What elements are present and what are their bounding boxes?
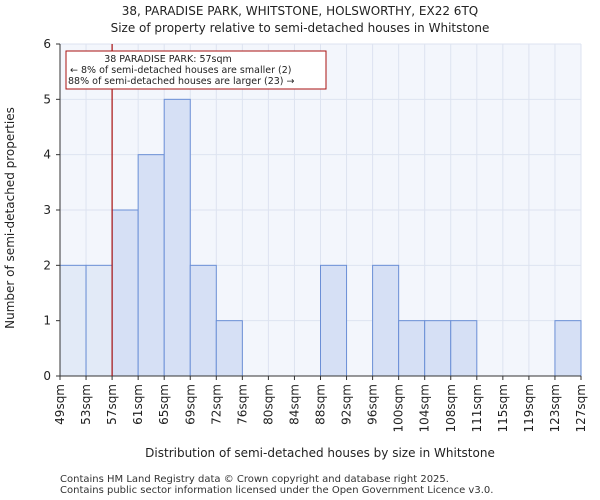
histogram-bar <box>59 264 87 377</box>
x-tick-label: 80sqm <box>261 384 275 425</box>
histogram-bar <box>320 264 348 377</box>
x-tick-label: 69sqm <box>183 384 197 425</box>
y-tick-label: 2 <box>43 258 51 272</box>
x-tick-label: 65sqm <box>157 384 171 425</box>
x-tick-label: 111sqm <box>470 384 484 432</box>
x-tick-label: 123sqm <box>548 384 562 432</box>
chart-title: 38, PARADISE PARK, WHITSTONE, HOLSWORTHY… <box>121 4 479 18</box>
annotation-box <box>65 50 327 90</box>
y-axis-label: Number of semi-detached properties <box>3 107 17 329</box>
x-tick-label: 108sqm <box>444 384 458 432</box>
y-tick-label: 4 <box>43 148 51 162</box>
x-tick-label: 104sqm <box>418 384 432 432</box>
histogram-bar <box>372 264 400 377</box>
histogram-bar <box>85 264 113 377</box>
x-axis-label: Distribution of semi-detached houses by … <box>145 446 495 460</box>
histogram-bar <box>554 320 582 377</box>
x-tick-label: 96sqm <box>366 384 380 425</box>
x-tick-label: 72sqm <box>209 384 223 425</box>
chart-subtitle: Size of property relative to semi-detach… <box>110 21 490 35</box>
x-tick-label: 127sqm <box>574 384 588 432</box>
x-tick-label: 84sqm <box>287 384 301 425</box>
histogram-bar <box>215 320 243 377</box>
x-tick-label: 49sqm <box>53 384 67 425</box>
histogram-bar <box>189 264 217 377</box>
histogram-bar <box>137 154 165 377</box>
footer-credit-line-2: Contains public sector information licen… <box>60 485 494 496</box>
x-tick-label: 76sqm <box>235 384 249 425</box>
x-tick-label: 115sqm <box>496 384 510 432</box>
annotation-larger: 88% of semi-detached houses are larger (… <box>68 76 295 87</box>
x-tick-label: 88sqm <box>314 384 328 425</box>
x-tick-label: 61sqm <box>131 384 145 425</box>
annotation-title: 38 PARADISE PARK: 57sqm <box>104 54 232 65</box>
x-tick-label: 57sqm <box>105 384 119 425</box>
histogram-bar <box>398 320 426 377</box>
histogram-bar <box>424 320 452 377</box>
annotation-smaller: ← 8% of semi-detached houses are smaller… <box>70 65 291 76</box>
x-tick-label: 92sqm <box>340 384 354 425</box>
y-tick-label: 6 <box>43 37 51 51</box>
histogram-bar <box>111 209 139 377</box>
footer-credit-line-1: Contains HM Land Registry data © Crown c… <box>60 474 449 485</box>
histogram-bar <box>163 98 191 377</box>
y-tick-label: 0 <box>43 369 51 383</box>
histogram-bar <box>450 320 478 377</box>
x-tick-label: 53sqm <box>79 384 93 425</box>
y-tick-label: 5 <box>43 92 51 106</box>
x-tick-label: 100sqm <box>392 384 406 432</box>
y-tick-label: 3 <box>43 203 51 217</box>
y-tick-label: 1 <box>43 314 51 328</box>
x-tick-label: 119sqm <box>522 384 536 432</box>
